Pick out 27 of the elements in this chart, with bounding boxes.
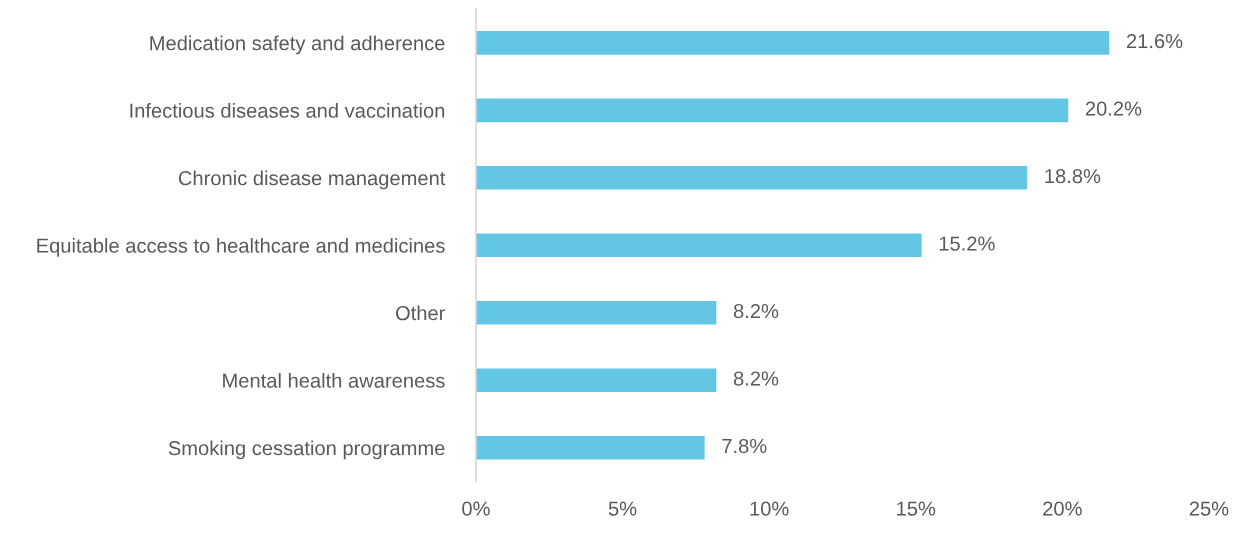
y-tick-label: Equitable access to healthcare and medicines (37, 238, 445, 257)
bar (475, 31, 1110, 55)
y-tick-label: Smoking cessation programme (168, 440, 445, 460)
y-tick-label: Other (395, 305, 446, 321)
data-label: 21.6% (1126, 33, 1183, 49)
x-tick-label: 15% (897, 501, 936, 516)
data-label: 8.2% (733, 371, 779, 386)
data-label: 7.8% (722, 438, 767, 454)
x-tick-label: 5% (608, 501, 637, 516)
data-label: 15.2% (939, 236, 995, 251)
data-label: 18.8% (1045, 168, 1101, 184)
x-tick-label: 0% (462, 501, 490, 516)
x-tick-label: 20% (1043, 501, 1082, 516)
bar (475, 435, 705, 460)
y-tick-label: Infectious diseases and vaccination (130, 103, 445, 118)
y-tick-label: Medication safety and adherence (150, 35, 445, 55)
data-label: 20.2% (1085, 101, 1142, 116)
bar (475, 368, 717, 393)
x-tick-label: 25% (1189, 501, 1229, 516)
bar (475, 166, 1028, 190)
x-tick-label: 10% (750, 501, 789, 516)
y-tick-label: Chronic disease management (178, 170, 446, 190)
data-label: 8.2% (733, 303, 779, 319)
bar (475, 98, 1069, 123)
y-tick-label: Mental health awareness (223, 372, 445, 388)
bar (475, 300, 717, 325)
bar (475, 233, 922, 258)
